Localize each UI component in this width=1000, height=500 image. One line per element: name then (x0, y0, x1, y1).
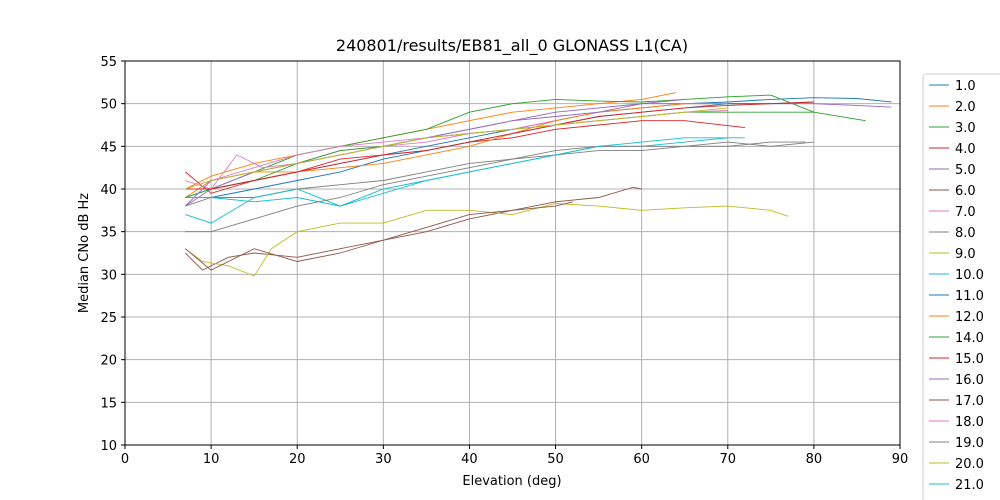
legend-label: 16.0 (955, 373, 984, 388)
legend: 1.0 2.0 3.0 4.0 5.0 6.0 7.0 8.0 9.0 10.0 11.0 12.0 1… (922, 73, 1000, 500)
y-tick-label: 40 (100, 183, 117, 198)
legend-label: 15.0 (955, 352, 984, 367)
series-line-4-0 (185, 120, 746, 194)
x-tick-label: 30 (375, 452, 392, 467)
legend-label: 7.0 (955, 205, 976, 220)
y-tick-label: 25 (100, 311, 117, 326)
x-tick-label: 70 (720, 452, 737, 467)
y-axis: 10 15 20 25 30 35 40 45 50 55 (100, 55, 125, 454)
x-axis: 0 10 20 30 40 50 60 70 80 90 (121, 445, 908, 467)
series-line-15-0 (185, 101, 814, 190)
series-line-20-0 (185, 107, 728, 190)
series-line-9-0 (185, 203, 789, 277)
legend-label: 12.0 (955, 310, 984, 325)
legend-label: 19.0 (955, 436, 984, 451)
legend-label: 21.0 (955, 478, 984, 493)
series-lines (184, 92, 892, 277)
series-line-19-0 (185, 141, 814, 233)
legend-label: 14.0 (955, 331, 984, 346)
y-tick-label: 35 (100, 226, 117, 241)
legend-label: 17.0 (955, 394, 984, 409)
series-line-11-0 (185, 101, 814, 198)
x-tick-label: 10 (203, 452, 220, 467)
y-tick-label: 50 (100, 98, 117, 113)
y-tick-label: 20 (100, 354, 117, 369)
legend-label: 9.0 (955, 247, 976, 262)
y-tick-label: 45 (100, 140, 117, 155)
y-axis-label: Median CNo dB Hz (77, 193, 92, 313)
y-tick-label: 10 (100, 439, 117, 454)
series-line-21-0 (185, 137, 728, 207)
series-line-3-0 (185, 94, 866, 198)
legend-label: 4.0 (955, 142, 976, 157)
chart-title: 240801/results/EB81_all_0 GLONASS L1(CA) (336, 36, 688, 56)
x-tick-label: 50 (547, 452, 564, 467)
x-tick-label: 0 (121, 452, 129, 467)
series-line-12-0 (185, 103, 728, 198)
grid (124, 60, 901, 446)
legend-label: 1.0 (955, 79, 976, 94)
x-axis-label: Elevation (deg) (462, 474, 561, 489)
legend-label: 3.0 (955, 121, 976, 136)
legend-label: 8.0 (955, 226, 976, 241)
x-tick-label: 20 (289, 452, 306, 467)
x-tick-label: 80 (806, 452, 823, 467)
legend-label: 6.0 (955, 184, 976, 199)
x-tick-label: 90 (892, 452, 909, 467)
legend-label: 20.0 (955, 457, 984, 472)
series-line-17-0 (185, 201, 573, 271)
x-tick-label: 40 (461, 452, 478, 467)
legend-label: 5.0 (955, 163, 976, 178)
legend-label: 2.0 (955, 100, 976, 115)
series-line-6-0 (184, 186, 642, 271)
y-tick-label: 15 (100, 396, 117, 411)
series-line-8-0 (185, 141, 806, 207)
legend-box (922, 73, 1000, 500)
legend-label: 10.0 (955, 268, 984, 283)
y-tick-label: 30 (100, 268, 117, 283)
series-line-5-0 (185, 103, 892, 207)
plot-frame (124, 60, 901, 446)
y-tick-label: 55 (100, 55, 117, 70)
legend-label: 11.0 (955, 289, 984, 304)
series-line-1-0 (185, 97, 892, 198)
legend-label: 18.0 (955, 415, 984, 430)
x-tick-label: 60 (633, 452, 650, 467)
